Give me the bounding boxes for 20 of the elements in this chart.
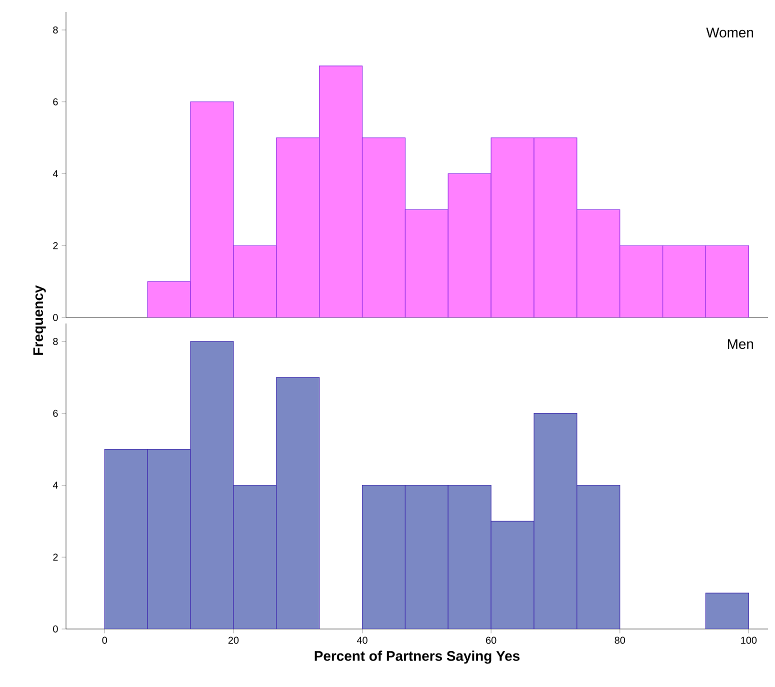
x-tick-label: 100 — [741, 636, 757, 644]
y-tick-label: 4 — [52, 482, 58, 489]
y-tick-label: 2 — [53, 554, 58, 561]
x-axis-title: Percent of Partners Saying Yes — [314, 650, 520, 664]
y-tick-label: 8 — [53, 26, 58, 34]
y-tick-label: 0 — [53, 625, 58, 633]
y-tick-label: 0 — [53, 314, 58, 322]
x-tick-label: 80 — [614, 636, 626, 644]
y-tick-label: 6 — [53, 98, 58, 106]
x-tick-label: 20 — [228, 636, 239, 644]
y-tick-label: 2 — [53, 242, 58, 250]
text: Women — [706, 28, 754, 38]
y-tick-label: 8 — [53, 338, 58, 345]
text: Men — [728, 339, 754, 349]
x-tick-label: 40 — [356, 636, 368, 644]
y-tick-label: 6 — [53, 410, 58, 417]
y-axis-title: Frequency — [33, 285, 46, 355]
x-tick-label: 60 — [486, 636, 496, 644]
x-tick-label: 0 — [102, 636, 108, 644]
y-tick-label: 4 — [52, 170, 58, 178]
